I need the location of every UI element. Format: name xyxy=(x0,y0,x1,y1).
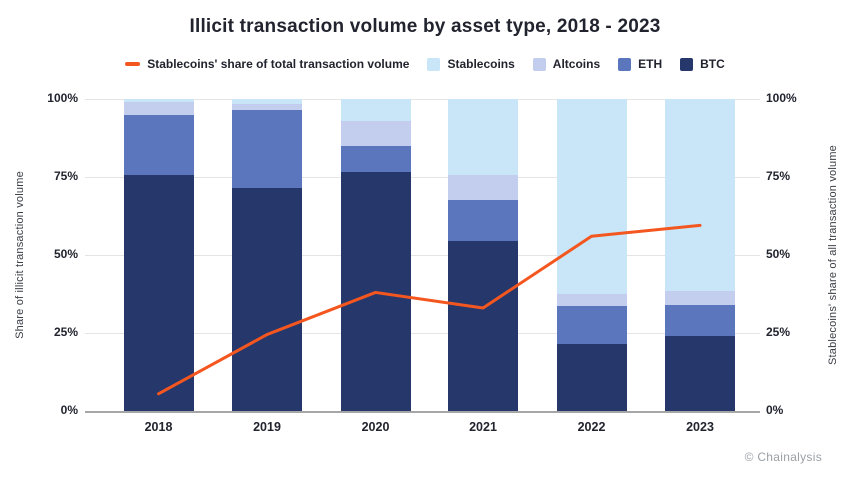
bar-segment-btc-2018 xyxy=(123,175,194,411)
y-tick-right-0: 0% xyxy=(766,403,784,417)
legend-label: Stablecoins' share of total transaction … xyxy=(147,57,410,71)
y-tick-left-0: 0% xyxy=(60,403,78,417)
legend-item-eth: ETH xyxy=(618,57,662,71)
legend-color-swatch xyxy=(680,57,694,71)
bar-segment-altcoins-2022 xyxy=(556,294,627,307)
bar-segment-altcoins-2023 xyxy=(665,290,735,305)
x-tick-2022: 2022 xyxy=(577,420,606,434)
bar-segment-altcoins-2019 xyxy=(232,103,302,110)
y-tick-right-50: 50% xyxy=(766,247,791,261)
bar-segment-eth-2022 xyxy=(556,306,627,344)
legend-color-swatch xyxy=(618,57,632,71)
y-tick-left-75: 75% xyxy=(53,169,78,183)
bar-segment-stablecoins-2022 xyxy=(556,99,627,294)
legend-item-stablecoins-share-of-total-transaction-volume: Stablecoins' share of total transaction … xyxy=(125,57,409,71)
attribution-text: © Chainalysis xyxy=(744,450,822,464)
y-axis-title-left: Share of illicit transaction volume xyxy=(14,171,26,339)
legend-line-swatch xyxy=(125,62,141,66)
y-tick-right-75: 75% xyxy=(766,169,791,183)
bar-segment-eth-2020 xyxy=(340,145,411,173)
bar-segment-stablecoins-2021 xyxy=(448,99,518,176)
bar-segment-btc-2022 xyxy=(556,343,627,411)
legend: Stablecoins' share of total transaction … xyxy=(0,57,850,71)
x-axis-line xyxy=(85,411,760,413)
x-tick-2023: 2023 xyxy=(686,420,714,434)
y-tick-right-100: 100% xyxy=(766,91,797,105)
bar-segment-eth-2018 xyxy=(123,114,194,176)
bar-segment-eth-2021 xyxy=(448,200,518,241)
legend-color-swatch xyxy=(427,57,441,71)
gridline-100 xyxy=(85,98,760,100)
legend-item-stablecoins: Stablecoins xyxy=(427,57,515,71)
legend-label: ETH xyxy=(638,57,663,71)
bar-segment-btc-2020 xyxy=(340,172,411,411)
y-tick-left-100: 100% xyxy=(47,91,78,105)
legend-color-swatch xyxy=(532,57,546,71)
legend-item-btc: BTC xyxy=(680,57,725,71)
bar-segment-stablecoins-2019 xyxy=(232,99,302,104)
bar-segment-altcoins-2020 xyxy=(340,120,411,146)
bar-segment-btc-2023 xyxy=(665,336,735,411)
bar-segment-altcoins-2018 xyxy=(123,102,194,115)
bar-segment-eth-2019 xyxy=(232,109,302,188)
y-tick-right-25: 25% xyxy=(766,325,791,339)
bar-segment-btc-2021 xyxy=(448,240,518,411)
bar-segment-btc-2019 xyxy=(232,187,302,411)
y-tick-left-50: 50% xyxy=(53,247,78,261)
bar-segment-eth-2023 xyxy=(665,304,735,337)
bar-segment-altcoins-2021 xyxy=(448,175,518,201)
x-tick-2019: 2019 xyxy=(253,420,281,434)
y-axis-title-right: Stablecoins' share of all transaction vo… xyxy=(827,144,839,366)
x-tick-2021: 2021 xyxy=(469,420,497,434)
bar-segment-stablecoins-2023 xyxy=(665,99,735,291)
chart-title: Illicit transaction volume by asset type… xyxy=(189,16,661,37)
y-tick-left-25: 25% xyxy=(53,325,78,339)
x-tick-2020: 2020 xyxy=(361,420,390,434)
legend-label: Stablecoins xyxy=(447,57,515,71)
legend-label: Altcoins xyxy=(552,57,601,71)
legend-label: BTC xyxy=(700,57,725,71)
x-tick-2018: 2018 xyxy=(144,420,173,434)
gridline-75 xyxy=(85,176,760,178)
legend-item-altcoins: Altcoins xyxy=(532,57,601,71)
bar-segment-stablecoins-2020 xyxy=(340,99,411,121)
bar-segment-stablecoins-2018 xyxy=(123,99,194,103)
